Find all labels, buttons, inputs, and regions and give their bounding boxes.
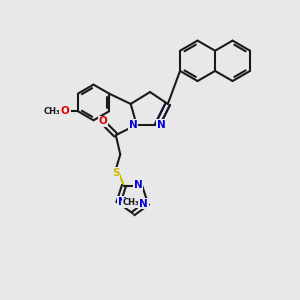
Text: N: N: [134, 180, 142, 190]
Text: N: N: [139, 199, 148, 208]
Text: N: N: [157, 120, 165, 130]
Text: O: O: [61, 106, 70, 116]
Text: N: N: [129, 120, 137, 130]
Text: CH₃: CH₃: [122, 198, 139, 207]
Text: O: O: [99, 116, 107, 127]
Text: S: S: [112, 168, 120, 178]
Text: CH₃: CH₃: [44, 106, 61, 116]
Text: N: N: [118, 197, 127, 207]
